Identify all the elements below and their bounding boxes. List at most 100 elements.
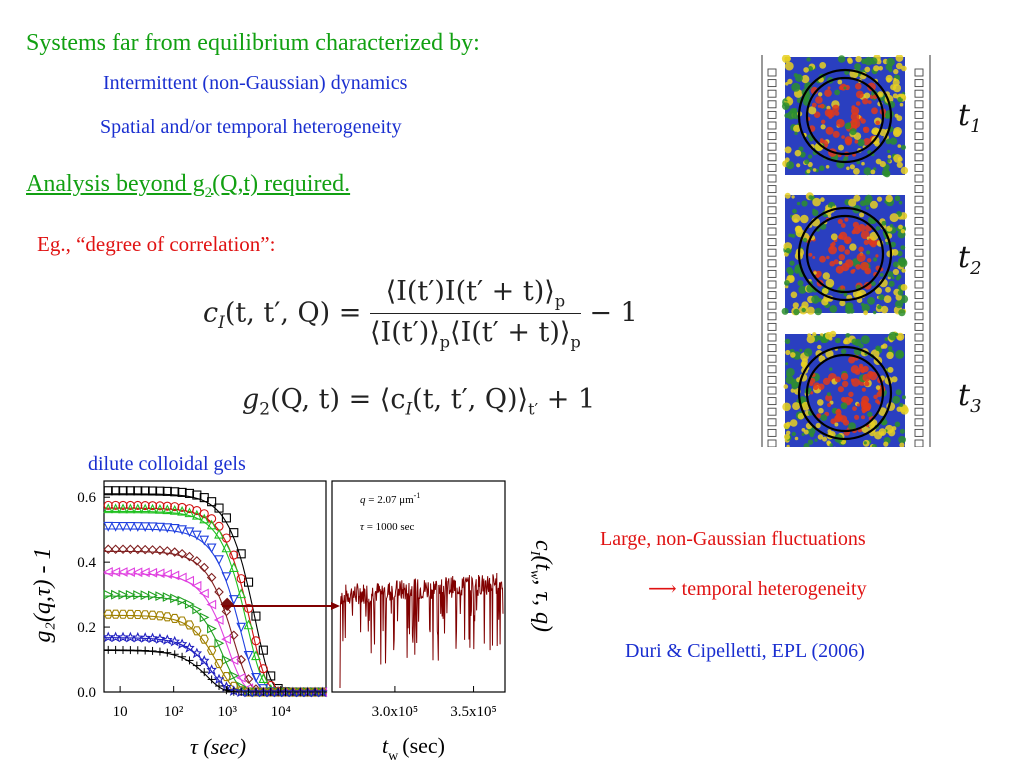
g2-data-point [118,500,128,510]
film-perforation [914,174,924,183]
g2-data-point [243,651,254,661]
annotation-q: q = 2.07 μm-1 [360,491,420,506]
g2-data-point [155,486,165,496]
g2-data-point [214,528,224,539]
speckle-frame [781,192,909,317]
g2-data-point [139,632,151,643]
g2-data-point [221,542,232,553]
g2-data-point [140,544,150,555]
time-label-t3: t3 [958,378,982,417]
connecting-arrow-head [331,602,340,610]
g2-data-point [103,589,114,600]
g2-data-point [118,503,128,514]
film-perforation [767,386,777,395]
g2-data-point [221,513,231,523]
g2-data-point [162,504,173,515]
film-perforation [914,365,924,374]
g2-data-point [229,630,239,641]
film-perforation [914,153,924,162]
example-label: Eg., “degree of correlation”: [37,232,276,256]
g2-data-point [103,544,114,554]
film-perforation [914,79,924,88]
film-perforation [767,248,777,257]
g2-data-point [184,575,195,586]
film-perforation [767,397,777,406]
film-perforation [767,227,777,236]
film-perforation [914,397,924,406]
g2-data-point [132,522,143,532]
citation: Duri & Cipelletti, EPL (2006) [625,640,865,662]
g2-plot-frame [103,480,327,693]
g2-highlight-point [220,597,234,612]
g2-data-point [206,543,217,554]
g2-data-point [140,500,150,511]
speckle-frame [781,55,909,178]
g2-data-point [125,486,135,496]
analysis-ring-outer [797,345,893,441]
film-perforation [914,375,924,384]
g2-data-point [236,574,246,584]
g2-data-point [258,673,269,683]
film-perforation [914,89,924,98]
svg-text:g₂(q,τ) - 1: g₂(q,τ) - 1 [30,548,56,643]
g2-data-point [169,635,180,647]
svg-text:cI(tw, τ, q): cI(tw, τ, q) [527,540,556,632]
film-perforation [914,142,924,151]
g2-data-point [214,587,224,597]
analysis-ring-inner [805,353,885,433]
bullet-heterogeneity: Spatial and/or temporal heterogeneity [100,116,402,138]
film-perforation [914,428,924,437]
g2-data-point [140,522,151,532]
film-perforation [767,428,777,437]
g2-data-point [155,522,165,533]
g2-x-axis-label: τ (sec) [190,734,246,759]
g2-data-point [162,612,172,622]
ci-y-axis-label: cI(tw, τ, q) [527,540,556,632]
g2-data-point [111,500,121,510]
film-perforation [914,407,924,416]
g2-data-point [162,501,172,511]
g2-data-point [191,530,202,541]
analysis-ring-outer [797,68,893,164]
g2-y-tick-label: 0.2 [77,620,96,636]
film-perforation [767,259,777,268]
film-perforation [914,132,924,141]
g2-data-point [199,513,210,524]
g2-data-point [221,672,232,682]
g2-data-point [162,592,173,602]
g2-data-point [133,500,143,511]
film-perforation [914,121,924,130]
g2-data-point [147,503,158,514]
film-perforation [914,195,924,204]
g2-data-point [243,619,254,630]
g2-data-point [162,486,172,496]
film-perforation [914,386,924,395]
film-perforation [914,269,924,278]
g2-data-point [229,528,239,538]
g2-data-point [147,632,158,644]
g2-data-point [207,497,217,507]
g2-data-point [132,631,143,643]
g2-data-point [228,595,239,605]
g2-data-point [236,654,246,665]
g2-data-point [206,664,217,675]
g2-data-point [207,623,217,634]
g2-data-point [221,572,232,583]
film-perforation [914,280,924,289]
film-perforation [914,333,924,342]
g2-y-tick-label: 0.4 [77,555,96,571]
g2-data-point [140,486,150,496]
g2-data-point [118,521,128,532]
g2-data-point [266,671,276,681]
film-perforation [914,110,924,119]
ci-x-tick-label: 3.5x10⁵ [450,704,496,720]
film-perforation [914,163,924,172]
film-perforation [767,269,777,278]
g2-data-point [117,631,129,643]
g2-data-point [199,509,209,519]
g2-data-point [192,506,202,516]
g2-data-point [244,577,254,587]
g2-fit-line [104,649,326,693]
g2-data-point [251,611,261,621]
film-perforation [914,312,924,321]
